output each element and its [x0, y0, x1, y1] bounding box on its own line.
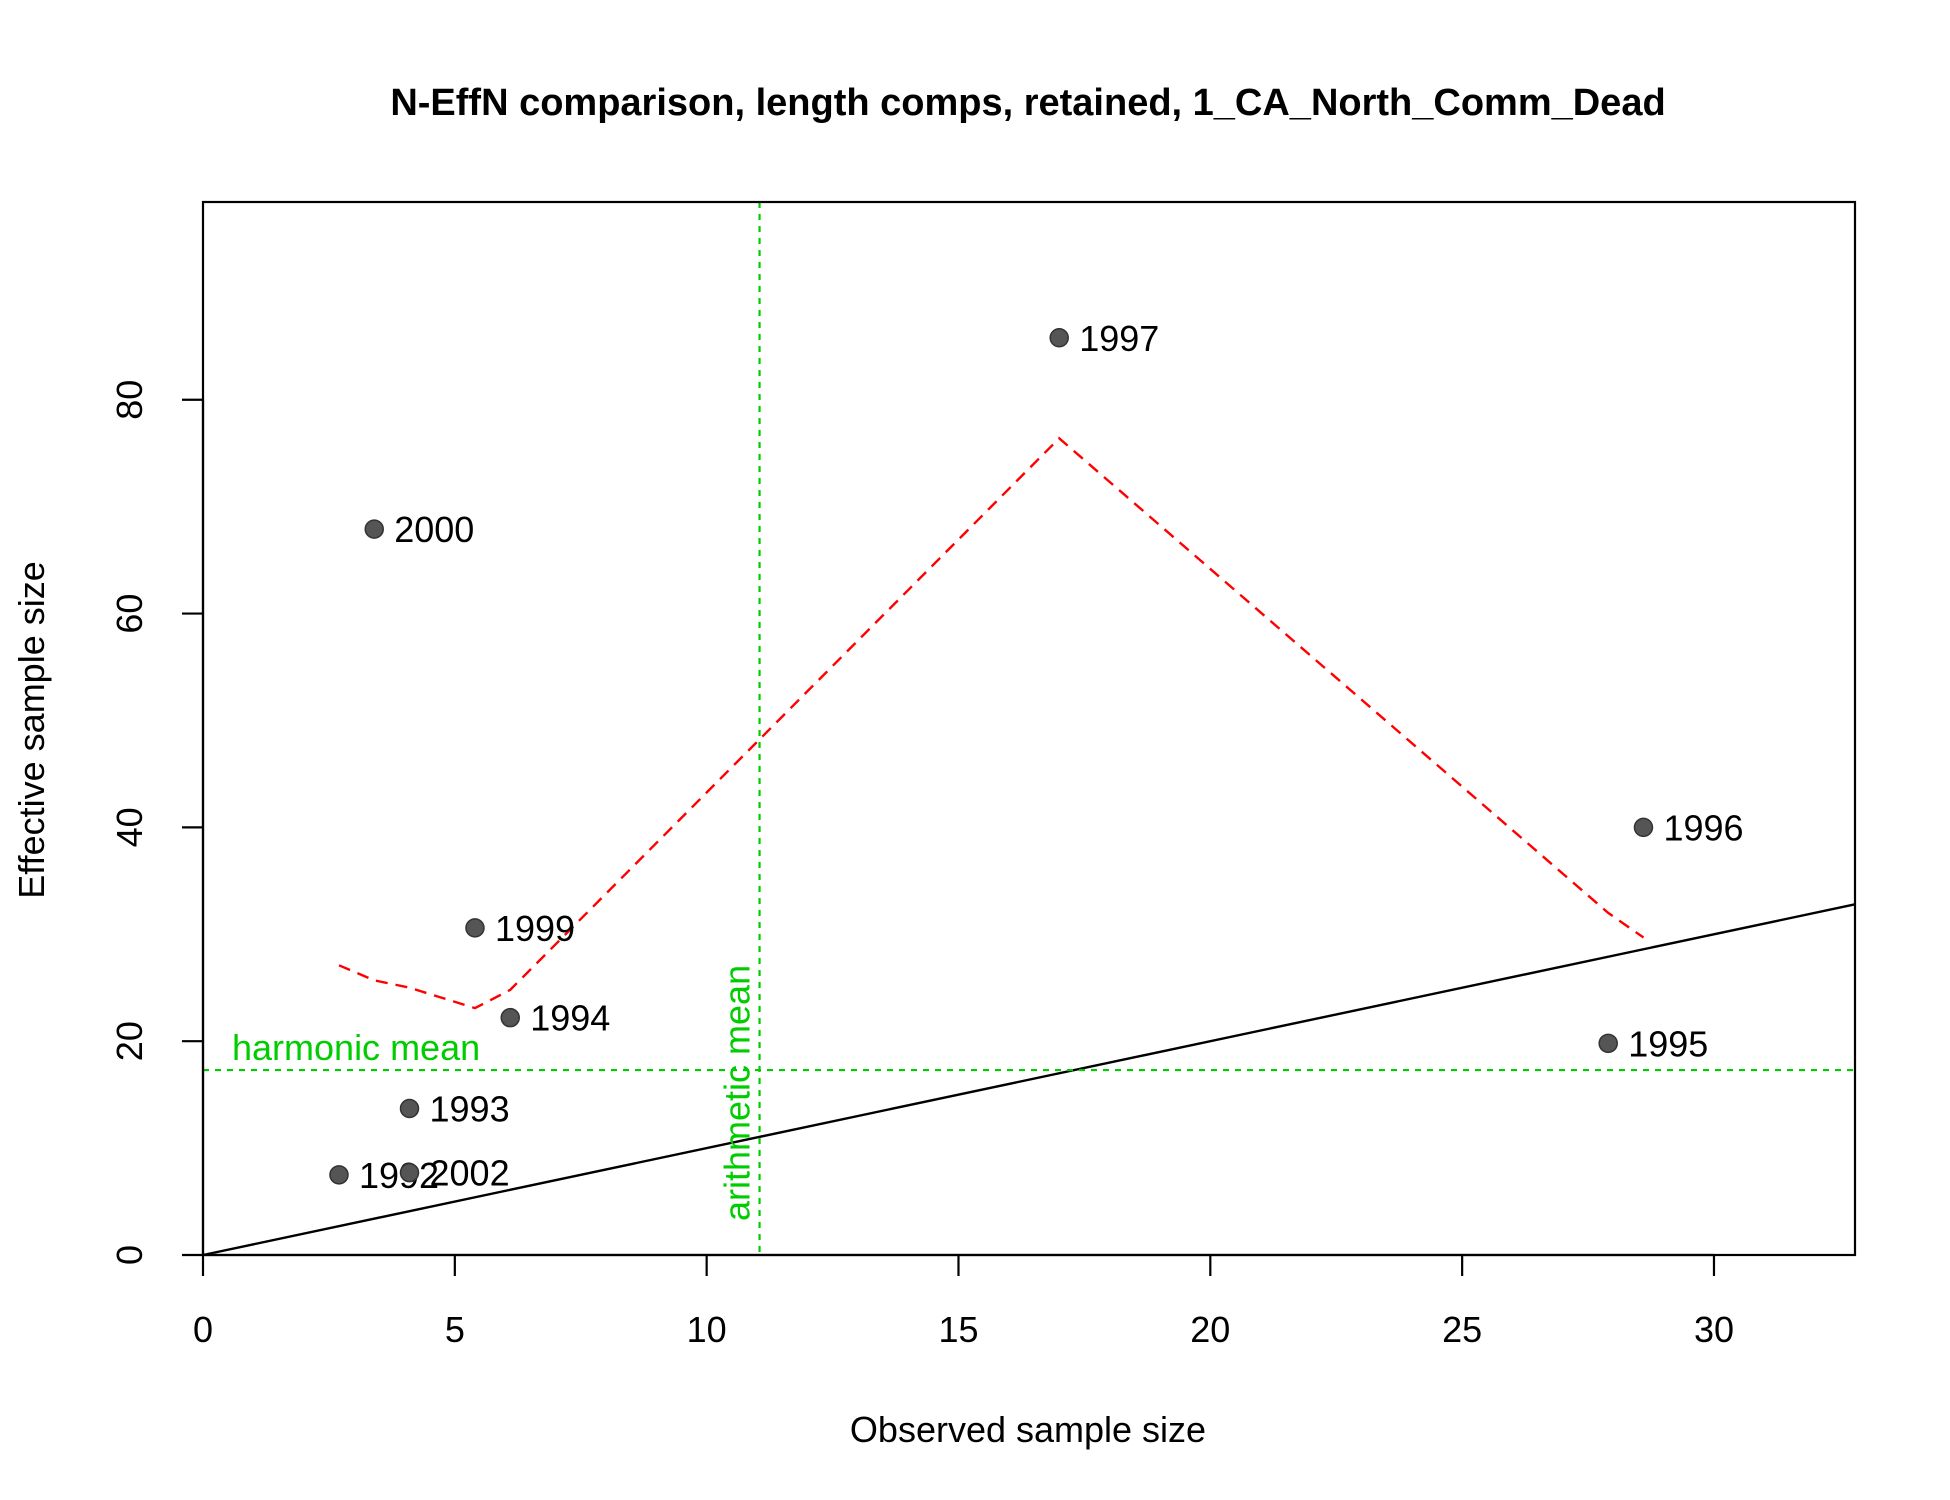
y-tick-label: 80	[109, 380, 150, 420]
plot-frame	[201, 200, 1857, 1257]
x-tick-label: 15	[938, 1309, 978, 1350]
x-tick-label: 30	[1694, 1309, 1734, 1350]
data-point	[500, 1007, 520, 1028]
x-tick-label: 10	[687, 1309, 727, 1350]
data-point	[329, 1165, 349, 1185]
x-tick-label: 0	[193, 1309, 213, 1350]
y-tick-label: 60	[109, 594, 150, 634]
x-tick-label: 20	[1190, 1309, 1230, 1350]
data-point-label: 1993	[430, 1089, 510, 1130]
data-point	[399, 1162, 420, 1183]
data-point	[1598, 1033, 1618, 1054]
y-tick-label: 40	[109, 807, 150, 847]
one-to-one-line	[202, 903, 1856, 1257]
x-axis-label: Observed sample size	[850, 1409, 1206, 1450]
harmonic-mean-label: harmonic mean	[232, 1027, 480, 1068]
y-tick-label: 0	[109, 1245, 150, 1265]
axes-layer: 0 5 10 15 20 25 30 0 20 40 60 80	[109, 380, 1734, 1350]
data-point	[364, 519, 384, 539]
data-point	[1049, 328, 1069, 348]
x-tick-label: 5	[445, 1309, 465, 1350]
data-point-label: 1999	[495, 908, 575, 949]
data-point-label: 2000	[394, 509, 474, 550]
y-axis-label: Effective sample size	[11, 561, 52, 898]
reference-lines: harmonic mean arithmetic mean	[202, 202, 1856, 1257]
data-point	[465, 918, 485, 938]
x-tick-label: 25	[1442, 1309, 1482, 1350]
smoother-layer	[338, 436, 1645, 1010]
data-point-label: 1997	[1079, 318, 1159, 359]
data-point-label: 1992	[359, 1155, 439, 1196]
arithmetic-mean-label: arithmetic mean	[717, 965, 758, 1221]
y-tick-label: 20	[109, 1021, 150, 1061]
data-point-label: 1996	[1663, 807, 1743, 848]
data-point-label: 2002	[430, 1153, 510, 1194]
chart-title: N-EffN comparison, length comps, retaine…	[390, 82, 1665, 124]
data-point	[399, 1098, 420, 1119]
smoother-line	[338, 436, 1645, 1010]
points-layer: 1992 1993 1994 1995 1996 1997 1999 2000 2002	[329, 318, 1744, 1196]
data-point-label: 1995	[1628, 1023, 1708, 1064]
data-point	[1633, 817, 1654, 838]
data-point-label: 1994	[530, 998, 610, 1039]
